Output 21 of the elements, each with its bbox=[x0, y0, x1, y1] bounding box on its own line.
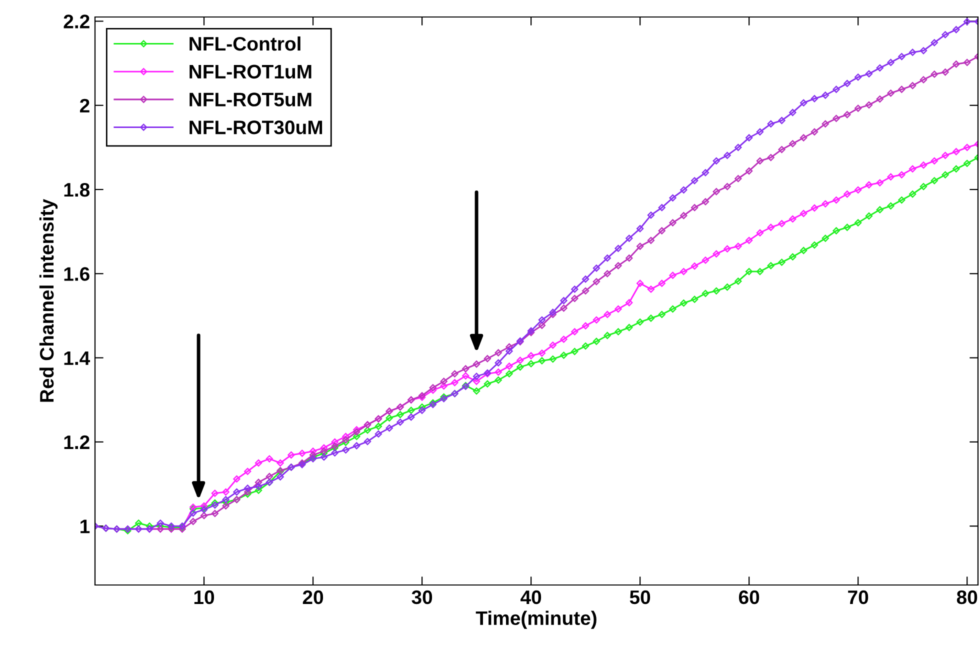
y-tick-label: 2 bbox=[80, 98, 90, 112]
legend-label: NFL-ROT5uM bbox=[190, 92, 312, 106]
y-tick-label: 1.8 bbox=[64, 182, 90, 197]
x-tick-label: 40 bbox=[520, 590, 542, 604]
y-tick-label: 2.2 bbox=[64, 14, 90, 28]
x-tick-label: 80 bbox=[956, 590, 978, 604]
x-tick-label: 60 bbox=[738, 590, 760, 604]
legend-label: NFL-ROT30uM bbox=[190, 120, 322, 134]
x-tick-label: 10 bbox=[194, 590, 214, 604]
y-axis-title: Red Channel intensity bbox=[39, 199, 58, 402]
y-tick-label: 1.4 bbox=[64, 351, 90, 365]
legend-label: NFL-ROT1uM bbox=[190, 64, 312, 79]
x-tick-label: 30 bbox=[412, 590, 432, 604]
y-tick-label: 1.6 bbox=[64, 267, 90, 281]
x-axis-title: Time(minute) bbox=[476, 610, 596, 629]
x-tick-label: 70 bbox=[848, 590, 868, 604]
y-tick-label: 1 bbox=[80, 520, 90, 534]
x-tick-label: 20 bbox=[302, 590, 324, 604]
x-tick-label: 50 bbox=[630, 590, 650, 604]
legend-label: NFL-Control bbox=[190, 36, 300, 51]
y-tick-label: 1.2 bbox=[64, 435, 90, 449]
